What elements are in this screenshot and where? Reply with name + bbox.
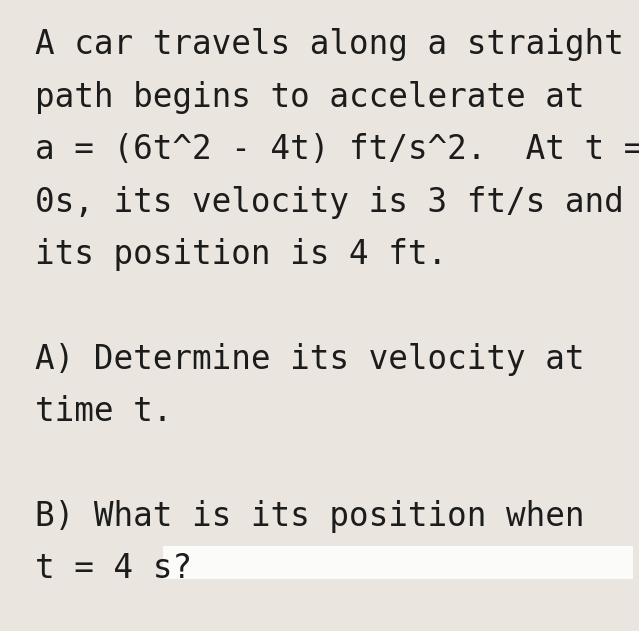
Text: B) What is its position when: B) What is its position when [35,500,585,533]
Text: A car travels along a straight: A car travels along a straight [35,28,624,61]
Text: 0s, its velocity is 3 ft/s and: 0s, its velocity is 3 ft/s and [35,186,624,218]
Text: path begins to accelerate at: path begins to accelerate at [35,81,585,114]
Text: t = 4 s?: t = 4 s? [35,552,192,585]
Text: time t.: time t. [35,395,173,428]
Bar [163,546,633,579]
Text: A) Determine its velocity at: A) Determine its velocity at [35,343,585,375]
Text: its position is 4 ft.: its position is 4 ft. [35,238,447,271]
Text: a = (6t^2 - 4t) ft/s^2.  At t =: a = (6t^2 - 4t) ft/s^2. At t = [35,133,639,166]
